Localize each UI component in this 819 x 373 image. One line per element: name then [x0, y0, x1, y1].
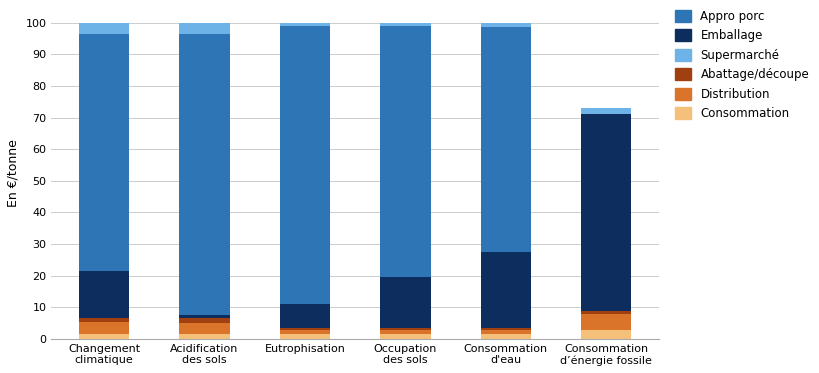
Bar — [380, 23, 430, 26]
Legend: Appro porc, Emballage, Supermarché, Abattage/découpe, Distribution, Consommation: Appro porc, Emballage, Supermarché, Abat… — [670, 6, 812, 124]
Bar — [179, 315, 229, 319]
Bar — [79, 319, 129, 322]
Bar — [380, 329, 430, 334]
Bar — [79, 23, 129, 34]
Bar — [79, 34, 129, 271]
Bar — [179, 23, 229, 34]
Bar — [380, 328, 430, 329]
Bar — [581, 108, 631, 115]
Bar — [581, 314, 631, 329]
Bar — [380, 278, 430, 328]
Bar — [480, 28, 530, 252]
Bar — [179, 319, 229, 323]
Bar — [279, 329, 330, 334]
Y-axis label: En €/tonne: En €/tonne — [7, 139, 20, 207]
Bar — [279, 26, 330, 304]
Bar — [480, 23, 530, 28]
Bar — [480, 329, 530, 334]
Bar — [480, 328, 530, 329]
Bar — [179, 323, 229, 334]
Bar — [480, 334, 530, 339]
Bar — [581, 311, 631, 314]
Bar — [279, 304, 330, 328]
Bar — [581, 115, 631, 311]
Bar — [279, 328, 330, 329]
Bar — [581, 329, 631, 339]
Bar — [380, 334, 430, 339]
Bar — [79, 271, 129, 319]
Bar — [279, 23, 330, 26]
Bar — [179, 34, 229, 315]
Bar — [79, 322, 129, 334]
Bar — [79, 334, 129, 339]
Bar — [480, 252, 530, 328]
Bar — [380, 26, 430, 278]
Bar — [279, 334, 330, 339]
Bar — [179, 334, 229, 339]
